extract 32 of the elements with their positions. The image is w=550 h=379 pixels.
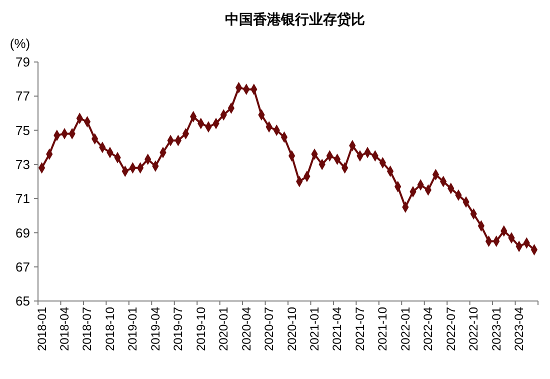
x-tick-label: 2020-10 xyxy=(284,306,299,352)
x-tick-label: 2023-01 xyxy=(489,306,504,352)
y-axis-title: (%) xyxy=(10,36,30,51)
x-tick-label: 2022-04 xyxy=(421,306,436,352)
chart-title: 中国香港银行业存贷比 xyxy=(225,11,365,28)
y-tick-label: 75 xyxy=(16,122,30,138)
x-tick-label: 2019-07 xyxy=(171,306,186,352)
x-tick-label: 2021-01 xyxy=(308,306,322,352)
y-tick-label: 69 xyxy=(16,225,30,240)
x-tick-label: 2019-01 xyxy=(126,306,140,352)
x-tick-label: 2019-04 xyxy=(148,306,162,352)
x-tick-label: 2022-01 xyxy=(398,306,412,352)
x-tick-label: 2022-10 xyxy=(466,306,481,352)
x-tick-label: 2020-07 xyxy=(262,306,276,352)
y-tick-label: 65 xyxy=(16,294,30,309)
y-tick-label: 71 xyxy=(16,191,30,206)
y-tick-label: 73 xyxy=(16,156,30,172)
x-tick-label: 2021-10 xyxy=(376,306,390,352)
x-tick-label: 2018-07 xyxy=(80,306,94,352)
x-tick-label: 2021-04 xyxy=(330,306,344,352)
x-tick-label: 2019-10 xyxy=(194,306,208,352)
x-tick-label: 2023-04 xyxy=(512,306,526,352)
y-tick-label: 79 xyxy=(16,54,30,70)
x-tick-label: 2020-04 xyxy=(239,306,254,352)
y-tick-label: 67 xyxy=(16,259,30,274)
x-tick-label: 2022-07 xyxy=(444,306,458,352)
x-tick-label: 2018-01 xyxy=(34,306,49,352)
x-tick-label: 2020-01 xyxy=(216,306,231,352)
x-tick-label: 2021-07 xyxy=(352,306,367,352)
y-tick-label: 77 xyxy=(16,88,30,104)
x-tick-label: 2018-04 xyxy=(58,306,72,352)
x-tick-label: 2018-10 xyxy=(102,306,117,352)
